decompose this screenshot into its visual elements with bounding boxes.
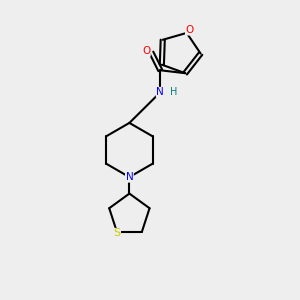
Text: O: O <box>142 46 150 56</box>
Text: N: N <box>125 172 133 182</box>
Text: O: O <box>185 25 194 35</box>
Text: N: N <box>156 87 164 98</box>
Text: S: S <box>113 228 121 239</box>
Text: H: H <box>170 87 177 98</box>
